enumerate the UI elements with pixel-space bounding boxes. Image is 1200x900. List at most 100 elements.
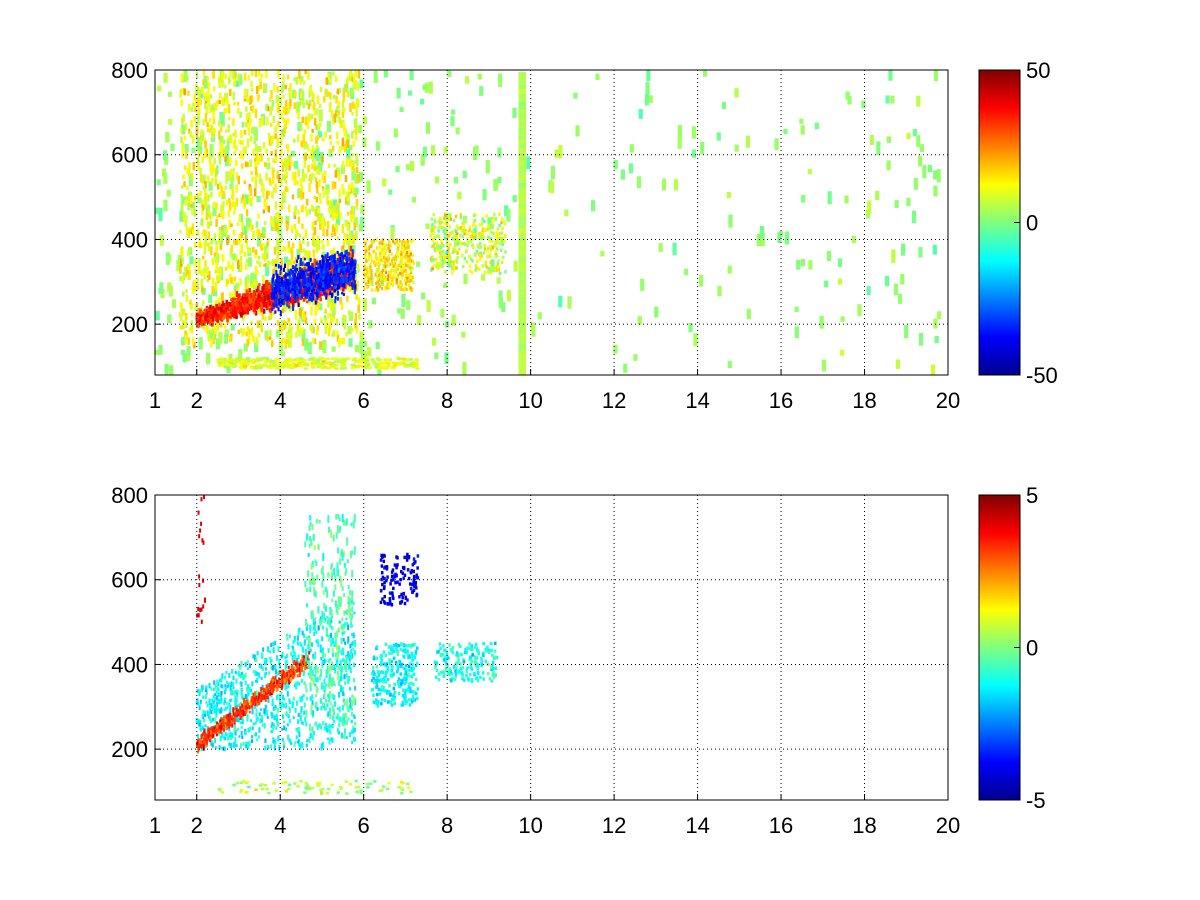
heatmap-cell xyxy=(308,358,313,361)
heatmap-cell xyxy=(246,138,250,148)
heatmap-cell xyxy=(324,271,327,275)
heatmap-cell xyxy=(234,357,239,361)
heatmap-cell xyxy=(410,160,415,172)
heatmap-cell xyxy=(337,109,341,115)
heatmap-cell xyxy=(249,366,254,370)
heatmap-cell xyxy=(518,135,527,140)
heatmap-cell xyxy=(658,242,663,252)
heatmap-cell xyxy=(362,298,368,311)
heatmap-cell xyxy=(398,243,401,248)
heatmap-cell xyxy=(280,159,284,165)
heatmap-cell xyxy=(897,294,903,304)
heatmap-cell xyxy=(210,328,213,333)
heatmap-cell xyxy=(301,363,307,367)
heatmap-cell xyxy=(257,332,261,338)
heatmap-cell xyxy=(400,245,403,250)
heatmap-cell xyxy=(395,240,398,244)
heatmap-cell xyxy=(501,219,505,223)
heatmap-cell xyxy=(225,129,228,133)
heatmap-cell xyxy=(273,158,277,164)
heatmap-cell xyxy=(229,70,232,78)
heatmap-cell xyxy=(370,259,373,263)
heatmap-cell xyxy=(437,220,441,224)
heatmap-cell xyxy=(401,249,404,253)
heatmap-cell xyxy=(281,362,286,365)
heatmap-cell xyxy=(351,186,355,194)
heatmap-cell xyxy=(397,263,400,268)
heatmap-cell xyxy=(212,118,216,125)
heatmap-cell xyxy=(314,208,318,216)
heatmap-cell xyxy=(370,272,373,276)
heatmap-cell xyxy=(396,87,401,99)
heatmap-cell xyxy=(215,219,218,227)
heatmap-cell xyxy=(188,162,191,171)
heatmap-cell xyxy=(518,131,527,136)
heatmap-cell xyxy=(333,254,336,261)
heatmap-cell xyxy=(285,331,289,339)
heatmap-cell xyxy=(229,135,232,141)
heatmap-cell xyxy=(206,352,211,365)
heatmap-cell xyxy=(353,267,356,271)
heatmap-cell xyxy=(497,176,502,183)
heatmap-cell xyxy=(292,260,296,265)
heatmap-cell xyxy=(313,318,317,324)
heatmap-cell xyxy=(362,116,367,125)
heatmap-cell xyxy=(185,215,188,224)
heatmap-cell xyxy=(340,252,343,257)
heatmap-cell xyxy=(435,241,438,245)
heatmap-cell xyxy=(316,365,321,369)
heatmap-cell xyxy=(282,279,285,284)
heatmap-cell xyxy=(346,252,349,257)
heatmap-cell xyxy=(364,256,367,260)
heatmap-cell xyxy=(225,175,228,184)
heatmap-cell xyxy=(405,253,408,258)
heatmap-cell xyxy=(294,234,298,239)
heatmap-cell xyxy=(237,297,241,301)
heatmap-cell xyxy=(180,314,183,322)
heatmap-cell xyxy=(323,268,326,272)
heatmap-cell xyxy=(333,269,336,272)
heatmap-cell xyxy=(348,158,352,168)
heatmap-cell xyxy=(654,306,659,318)
heatmap-cell xyxy=(327,280,331,285)
heatmap-cell xyxy=(200,219,203,226)
heatmap-cell xyxy=(190,201,196,210)
heatmap-cell xyxy=(437,229,440,233)
heatmap-cell xyxy=(290,329,293,338)
heatmap-cell xyxy=(314,177,318,182)
heatmap-cell xyxy=(365,361,370,364)
heatmap-cell xyxy=(181,257,184,264)
heatmap-cell xyxy=(276,95,280,102)
heatmap-cell xyxy=(436,234,439,238)
heatmap-cell xyxy=(437,266,440,270)
heatmap-cell xyxy=(494,249,497,254)
heatmap-cell xyxy=(799,118,804,124)
heatmap-cell xyxy=(201,174,206,184)
heatmap-cell xyxy=(431,231,435,236)
heatmap-cell xyxy=(366,180,371,194)
heatmap-cell xyxy=(435,242,439,247)
heatmap-cell xyxy=(391,261,394,266)
heatmap-cell xyxy=(386,364,391,368)
heatmap-cell xyxy=(558,145,563,159)
heatmap-cell xyxy=(352,165,355,171)
heatmap-cell xyxy=(215,261,218,271)
heatmap-cell xyxy=(264,162,267,168)
heatmap-cell xyxy=(287,241,291,248)
heatmap-cell xyxy=(204,230,208,238)
heatmap-cell xyxy=(275,94,279,104)
heatmap-cell xyxy=(281,116,285,121)
heatmap-cell xyxy=(333,181,337,189)
heatmap-cell xyxy=(575,125,580,137)
heatmap-cell xyxy=(366,267,369,272)
heatmap-cell xyxy=(311,364,316,367)
heatmap-cell xyxy=(918,333,924,346)
heatmap-cell xyxy=(282,267,285,273)
heatmap-cell xyxy=(218,155,222,165)
heatmap-cell xyxy=(518,72,527,77)
heatmap-cell xyxy=(479,254,482,258)
heatmap-cell xyxy=(224,185,227,190)
heatmap-cell xyxy=(319,224,322,231)
heatmap-cell xyxy=(198,321,201,325)
heatmap-cell xyxy=(267,359,273,362)
